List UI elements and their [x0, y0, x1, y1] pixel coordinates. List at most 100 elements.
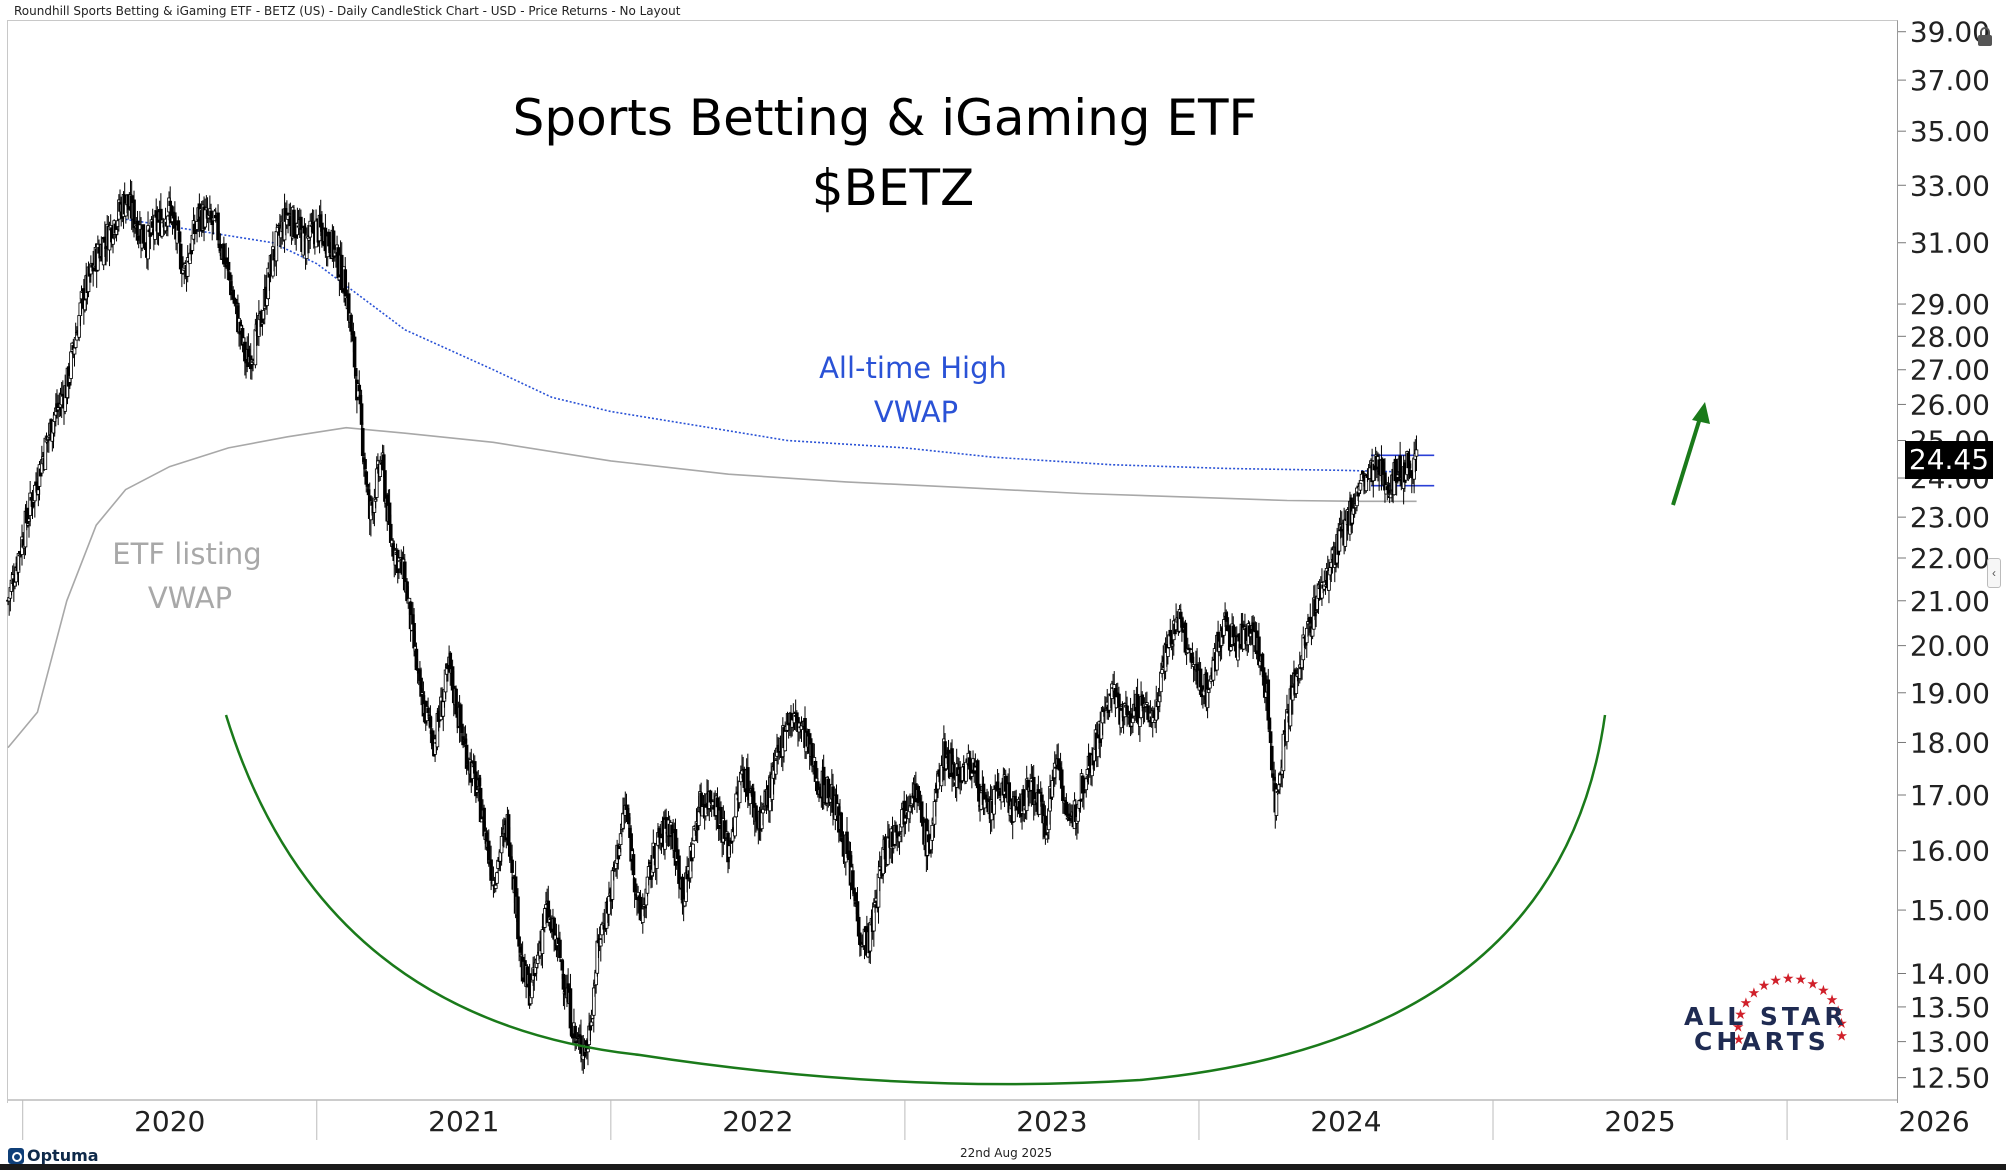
candle-body: [1061, 785, 1065, 802]
candle-body: [691, 843, 695, 859]
candle-body: [360, 428, 365, 457]
y-tick-label: 29.00: [1910, 288, 1990, 321]
candle-body: [419, 677, 423, 697]
candle-body: [111, 237, 115, 245]
star-icon: ★: [1732, 1018, 1745, 1034]
candle-body: [982, 798, 987, 809]
x-tick-label: 2023: [1016, 1105, 1087, 1138]
y-tick-label: 35.00: [1910, 115, 1990, 148]
candle-body: [227, 272, 232, 281]
candle-body: [516, 896, 520, 940]
annotation-layer: Sports Betting & iGaming ETF $BETZ All-t…: [112, 89, 1710, 1086]
candle-body: [493, 884, 498, 889]
candle-body: [69, 351, 73, 379]
y-tick-label: 22.00: [1910, 542, 1990, 575]
y-tick-label: 26.00: [1910, 388, 1990, 421]
candle-body: [1308, 616, 1313, 624]
y-tick-label: 39.00: [1910, 16, 1990, 49]
star-icon: ★: [1769, 972, 1782, 988]
candle-body: [610, 870, 615, 900]
candle-body: [352, 336, 357, 368]
last-price-badge: 24.45: [1905, 441, 1993, 479]
candle-body: [343, 269, 348, 297]
optuma-mark-icon: [8, 1147, 24, 1164]
candle-body: [43, 437, 48, 470]
candle-body: [160, 219, 164, 237]
candle-body: [655, 843, 659, 869]
y-tick-label: 17.00: [1910, 779, 1990, 812]
y-tick-label: 20.00: [1910, 630, 1990, 663]
star-icon: ★: [1835, 1015, 1848, 1031]
collapse-panel-icon[interactable]: ‹: [1987, 558, 2001, 588]
star-icon: ★: [1807, 975, 1820, 991]
candle-body: [185, 257, 190, 277]
star-icon: ★: [1734, 1006, 1747, 1022]
y-tick-label: 15.00: [1910, 894, 1990, 927]
listing-vwap-line: [7, 426, 1417, 749]
candle-body: [1266, 679, 1271, 721]
candle-body: [1414, 449, 1419, 457]
logo-line-1: ALL STAR: [1684, 1002, 1848, 1031]
candle-body: [591, 987, 596, 1016]
candle-body: [1281, 733, 1286, 772]
rounding-bottom-arc: [224, 714, 1607, 1086]
candle-body: [1183, 622, 1188, 653]
candle-body: [226, 261, 231, 271]
candle-body: [697, 811, 701, 826]
candle-body: [331, 230, 336, 258]
y-tick-label: 19.00: [1910, 677, 1990, 710]
breakout-arrow-shaft: [1671, 417, 1702, 506]
lock-icon[interactable]: [1976, 26, 1994, 48]
candle-body: [970, 772, 974, 777]
candle-body: [586, 1048, 590, 1053]
candle-body: [510, 859, 514, 873]
candle-body: [1064, 801, 1069, 816]
star-ring-icon: ★★★★★★ ★ ★ ★ ★★★★★★: [1732, 972, 1848, 1047]
candle-body: [632, 878, 637, 893]
y-tick-label: 18.00: [1910, 726, 1990, 759]
y-tick-label: 33.00: [1910, 169, 1990, 202]
candle-body: [1274, 788, 1279, 816]
candle-body: [349, 314, 353, 332]
candle-body: [507, 842, 512, 857]
x-axis: 2020 2021 2022 2023 2024 2025 2026: [8, 1099, 1970, 1140]
candle-layer: [6, 179, 1419, 1074]
candle-body: [573, 1025, 577, 1039]
y-tick-label: 27.00: [1910, 354, 1990, 387]
candle-body: [872, 906, 876, 932]
x-tick-label: 2024: [1310, 1105, 1381, 1138]
y-tick-label: 16.00: [1910, 835, 1990, 868]
listing-vwap-label-line1: ETF listing: [112, 537, 261, 571]
candle-body: [1269, 745, 1274, 771]
candle-body: [540, 929, 545, 954]
candle-body: [1040, 794, 1044, 802]
x-tick-label: 2025: [1604, 1105, 1675, 1138]
y-tick-label: 37.00: [1910, 64, 1990, 97]
candle-body: [1166, 647, 1170, 657]
candle-body: [1285, 709, 1289, 743]
candle-body: [1371, 460, 1376, 482]
candle-body: [363, 459, 367, 470]
candle-body: [748, 792, 752, 805]
chart-subtitle: $BETZ: [812, 159, 975, 217]
candle-body: [607, 896, 611, 915]
star-icon: ★: [1835, 1027, 1848, 1043]
star-icon: ★: [1817, 982, 1830, 998]
ath-vwap-line: [125, 218, 1417, 474]
candle-body: [464, 744, 469, 769]
star-icon: ★: [1826, 991, 1839, 1007]
y-tick-label: 28.00: [1910, 320, 1990, 353]
x-tick-label: 2020: [134, 1105, 205, 1138]
star-icon: ★: [1795, 972, 1808, 987]
candle-body: [558, 939, 562, 959]
optuma-brand-text: Optuma: [27, 1146, 99, 1165]
chart-title: Sports Betting & iGaming ETF: [513, 89, 1258, 147]
candle-body: [1160, 669, 1164, 674]
candle-body: [489, 859, 493, 881]
candle-body: [132, 199, 136, 228]
candle-body: [746, 767, 750, 797]
candle-body: [733, 816, 737, 837]
listing-vwap-label-line2: VWAP: [148, 581, 232, 615]
candle-body: [495, 872, 499, 884]
